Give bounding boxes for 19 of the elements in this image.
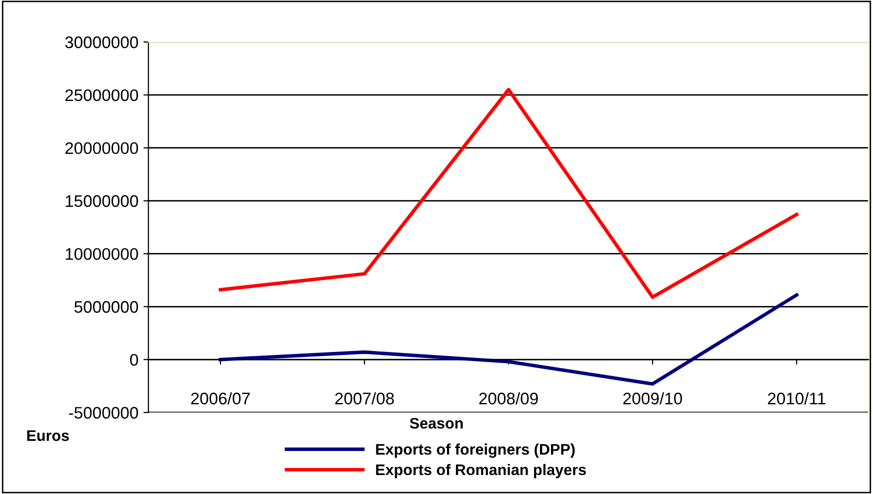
legend-label: Exports of foreigners (DPP) (376, 444, 575, 458)
y-tick-label: 15000000 (66, 195, 138, 207)
y-tick-label: 20000000 (65, 142, 138, 154)
y-axis-title: Euros (27, 430, 69, 441)
x-tick-label: 2006/07 (191, 392, 250, 404)
x-tick-label: 2007/08 (335, 392, 394, 404)
y-tick-label: 5000000 (74, 301, 138, 313)
line-series (218, 293, 798, 386)
y-tick-label: 0 (130, 354, 138, 366)
y-tick-label: 30000000 (65, 36, 138, 48)
x-axis-title: Season (410, 418, 463, 429)
y-tick-label: 25000000 (65, 89, 138, 102)
x-tick-label: 2010/11 (768, 392, 826, 404)
y-tick-label: 10000000 (66, 248, 138, 260)
y-tick-label: -5000000 (69, 406, 138, 419)
x-tick-label: 2009/10 (623, 392, 682, 404)
line-series (218, 88, 798, 299)
legend-label: Exports of Romanian players (376, 464, 586, 478)
x-tick-label: 2008/09 (479, 392, 538, 404)
